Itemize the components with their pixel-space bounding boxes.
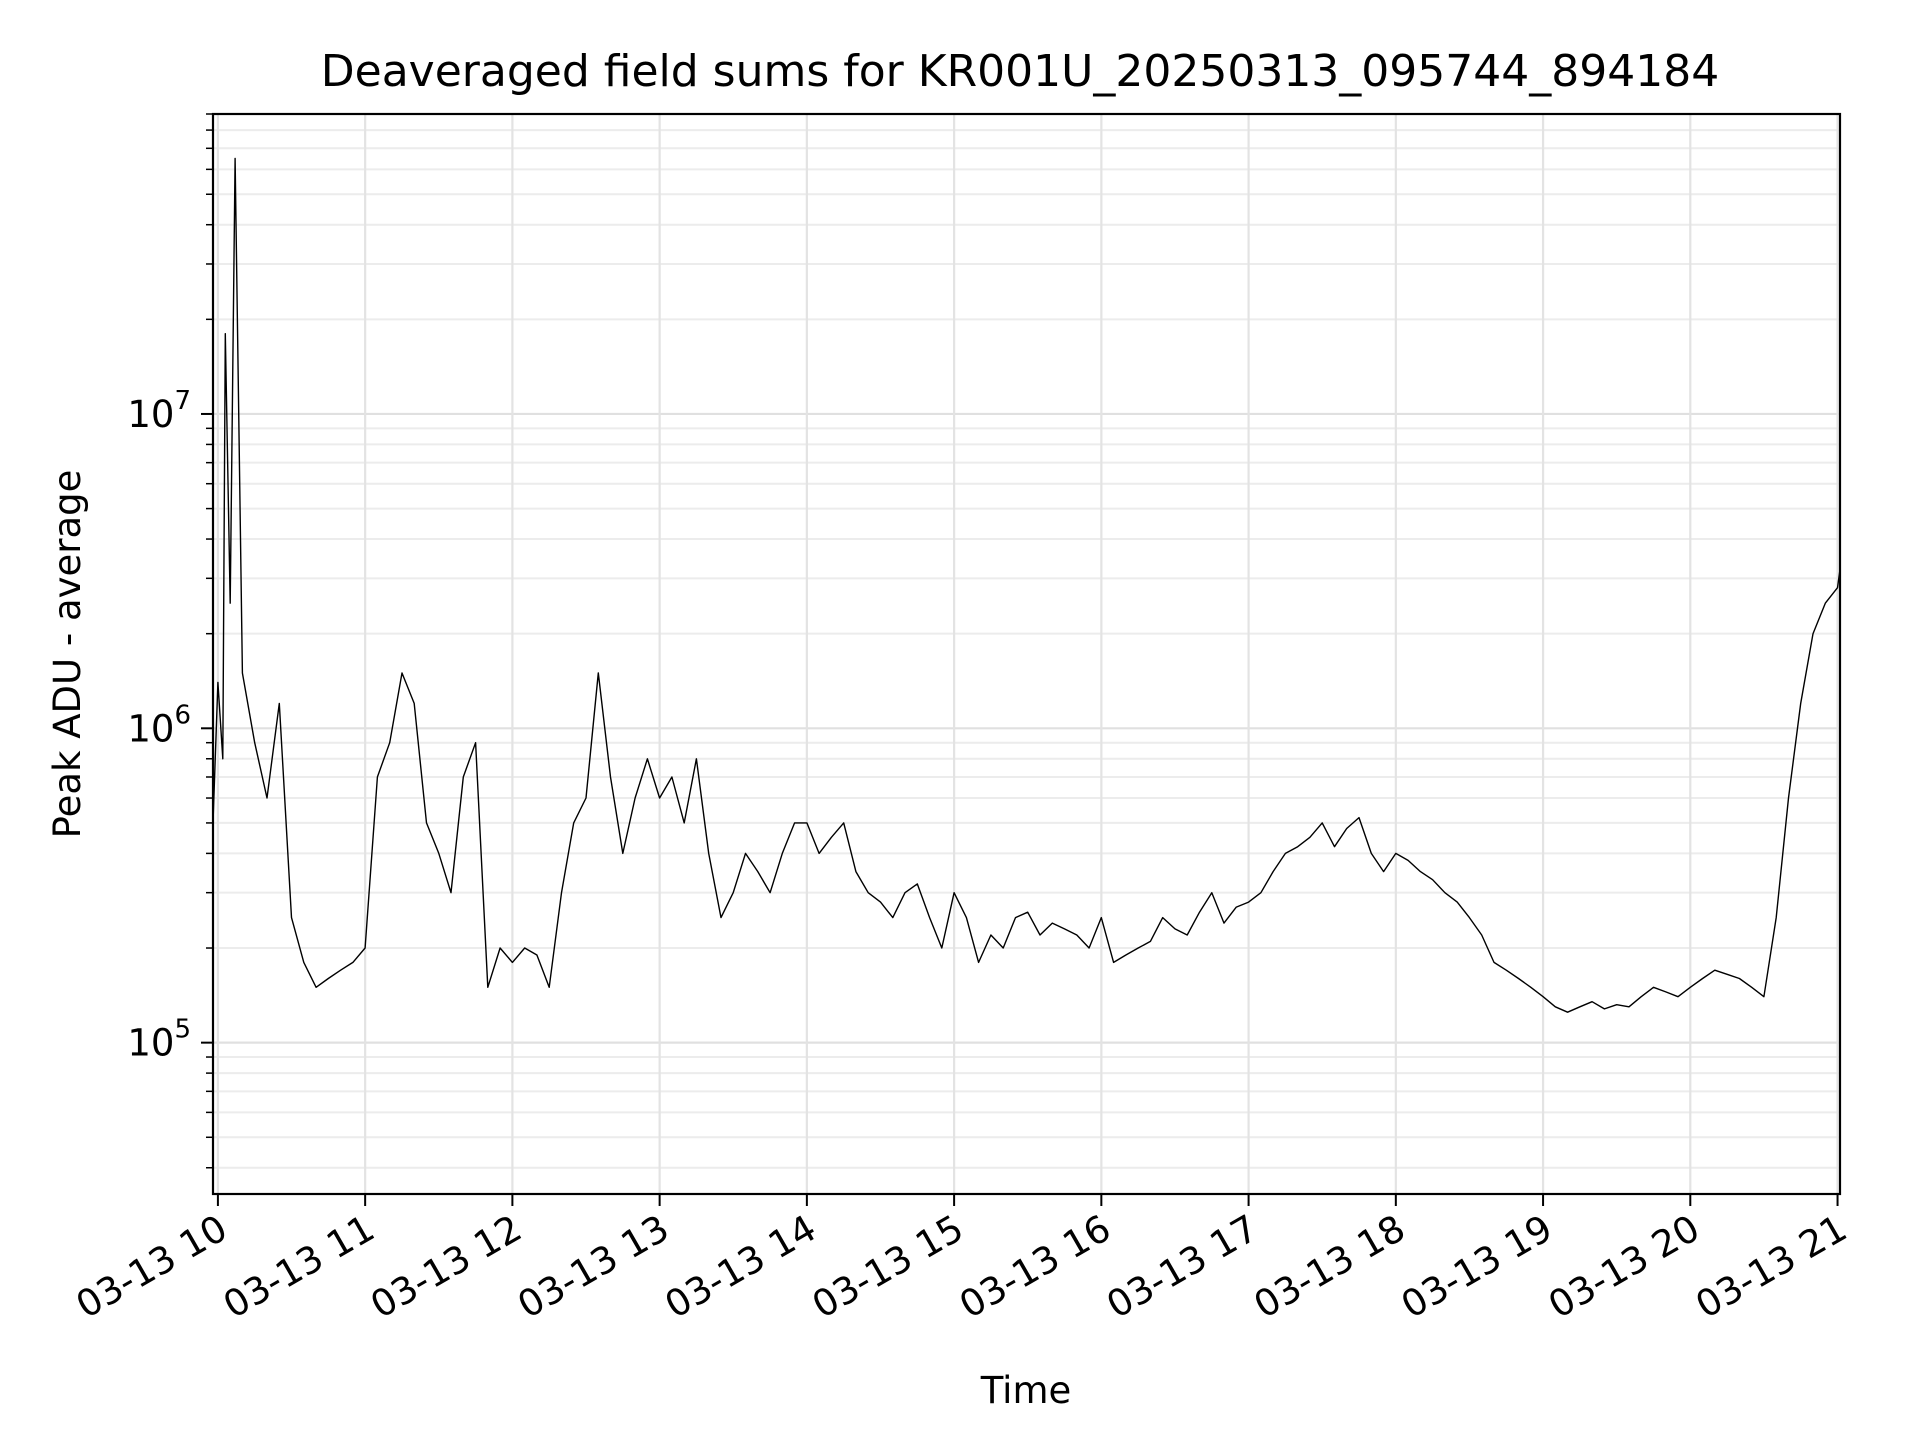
y-tick-label: 106 (127, 700, 191, 750)
series-line (213, 157, 1840, 1013)
x-axis-label: Time (980, 1369, 1072, 1412)
chart-title: Deaveraged field sums for KR001U_2025031… (321, 46, 1719, 97)
y-axis-label: Peak ADU - average (46, 470, 89, 839)
grid-lines (213, 113, 1840, 1194)
plot-frame (211, 112, 1842, 1196)
plot-area (213, 157, 1840, 1013)
y-tick-label: 105 (127, 1015, 191, 1065)
y-axis: 105 106 107 (127, 113, 213, 1169)
y-tick-label: 107 (127, 386, 191, 436)
